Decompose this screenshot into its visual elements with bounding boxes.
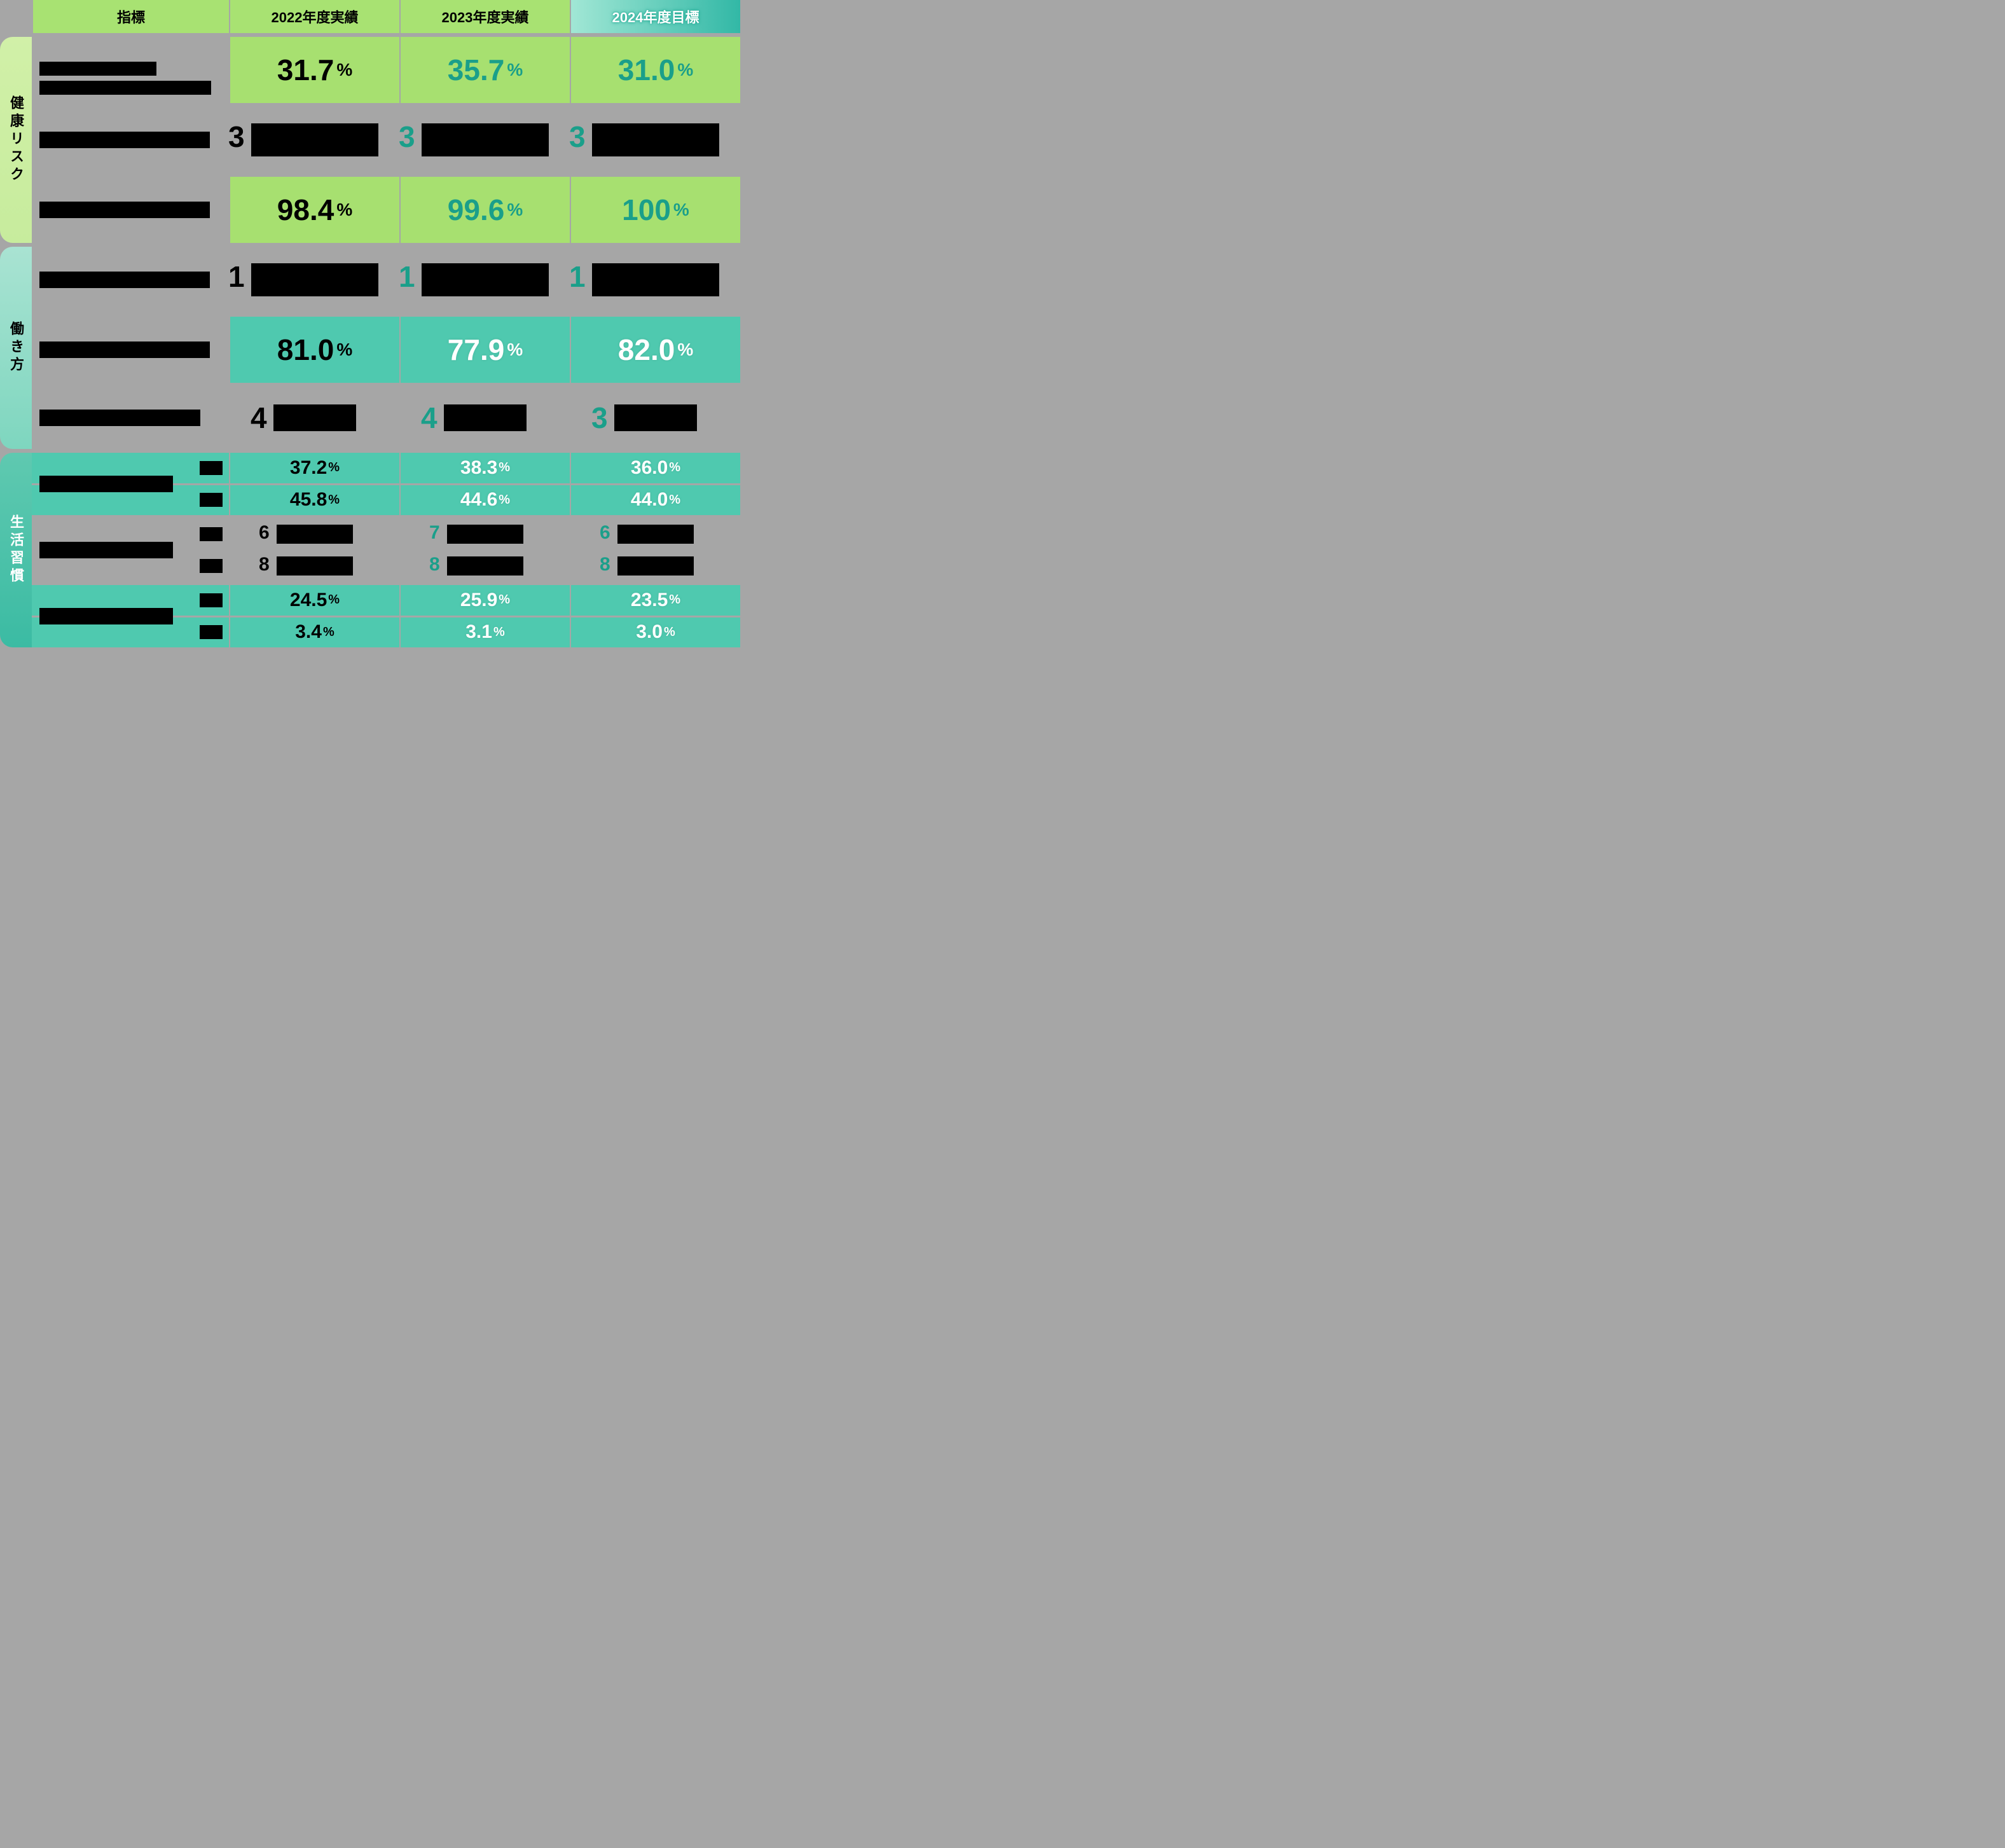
row7-label <box>32 449 229 515</box>
row9-v2022: 24.5% 3.4% <box>229 581 399 647</box>
row8-label <box>32 515 229 581</box>
row4-v2022 <box>229 243 399 313</box>
row5-v2022: 81.0% <box>229 313 399 383</box>
row6-label <box>32 383 229 449</box>
row3-v2022: 98.4% <box>229 173 399 243</box>
row2-label <box>32 103 229 173</box>
row1-v2023: 35.7% <box>399 33 570 103</box>
row7-v2022: 37.2% 45.8% <box>229 449 399 515</box>
row2-v2022 <box>229 103 399 173</box>
row1-v2024: 31.0% <box>570 33 740 103</box>
row3-v2024: 100% <box>570 173 740 243</box>
header-indicator: 指標 <box>32 0 229 33</box>
sidebar-work-style: 働き方 <box>0 247 32 449</box>
row1-v2022: 31.7% <box>229 33 399 103</box>
metrics-table: 指標 2022年度実績 2023年度実績 2024年度目標 健康リスク 31.7… <box>0 0 738 647</box>
row5-v2023: 77.9% <box>399 313 570 383</box>
row6-v2022 <box>229 383 399 449</box>
sidebar-health-risk: 健康リスク <box>0 37 32 243</box>
row8-v2023 <box>399 515 570 581</box>
row5-label <box>32 313 229 383</box>
row4-v2024 <box>570 243 740 313</box>
row9-v2024: 23.5% 3.0% <box>570 581 740 647</box>
header-2022: 2022年度実績 <box>229 0 399 33</box>
row3-label <box>32 173 229 243</box>
row4-label <box>32 243 229 313</box>
header-2024: 2024年度目標 <box>570 0 740 33</box>
row8-v2024 <box>570 515 740 581</box>
row8-v2022 <box>229 515 399 581</box>
header-2023: 2023年度実績 <box>399 0 570 33</box>
row9-label <box>32 581 229 647</box>
header-spacer <box>0 0 32 33</box>
row9-v2023: 25.9% 3.1% <box>399 581 570 647</box>
sidebar-lifestyle: 生活習慣 <box>0 453 32 647</box>
row2-v2024 <box>570 103 740 173</box>
row7-v2024: 36.0% 44.0% <box>570 449 740 515</box>
row4-v2023 <box>399 243 570 313</box>
row2-v2023 <box>399 103 570 173</box>
row7-v2023: 38.3% 44.6% <box>399 449 570 515</box>
row6-v2023 <box>399 383 570 449</box>
row6-v2024 <box>570 383 740 449</box>
row5-v2024: 82.0% <box>570 313 740 383</box>
row1-label <box>32 33 229 103</box>
row3-v2023: 99.6% <box>399 173 570 243</box>
